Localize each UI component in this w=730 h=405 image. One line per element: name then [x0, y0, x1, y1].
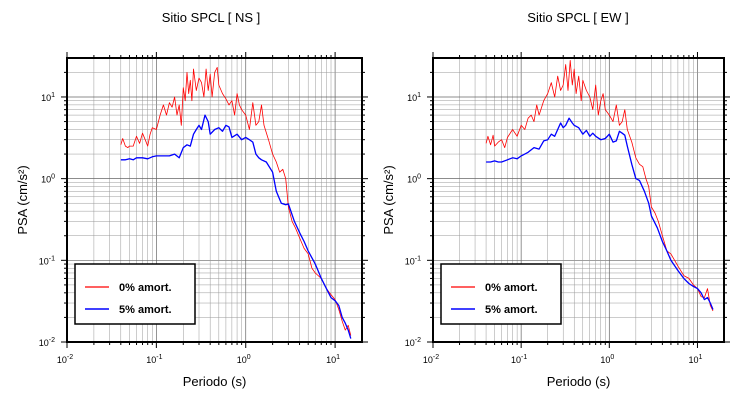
series-line-red	[120, 67, 352, 336]
plot-frame	[66, 57, 363, 343]
y-tick-label: 100	[407, 174, 421, 185]
y-tick-label: 101	[407, 92, 421, 103]
chart-title: Sitio SPCL [ NS ]	[162, 10, 261, 25]
x-tick-label: 101	[326, 354, 340, 365]
legend: 0% amort. 5% amort.	[440, 263, 562, 325]
legend: 0% amort. 5% amort.	[74, 263, 196, 325]
legend-label: 5% amort.	[485, 304, 538, 316]
x-axis-label: Periodo (s)	[183, 374, 247, 389]
x-tick-label: 101	[689, 354, 703, 365]
chart-panel-1: Sitio SPCL [ NS ] 10-2 10-1 100 101 10-2 10-1 1…	[15, 10, 368, 389]
tick-marks	[427, 52, 730, 348]
legend-box	[74, 263, 196, 325]
chart-panel-2: Sitio SPCL [ EW ] 10-2 10-1 100 101 10-2 10-1 1…	[381, 10, 730, 389]
x-tick-label: 100	[600, 354, 614, 365]
x-tick-label: 10-1	[146, 354, 162, 365]
legend-label: 0% amort.	[119, 282, 172, 294]
y-tick-label: 10-2	[39, 337, 55, 348]
y-axis-label: PSA (cm/s²)	[381, 165, 396, 234]
y-tick-label: 100	[41, 174, 55, 185]
plot-frame	[432, 57, 725, 343]
y-tick-label: 10-1	[39, 255, 55, 266]
chart-title: Sitio SPCL [ EW ]	[527, 10, 628, 25]
tick-marks	[61, 52, 368, 348]
y-tick-label: 101	[41, 92, 55, 103]
y-tick-label: 10-2	[405, 337, 421, 348]
legend-box	[440, 263, 562, 325]
y-axis-label: PSA (cm/s²)	[15, 165, 30, 234]
x-axis-label: Periodo (s)	[547, 374, 611, 389]
x-tick-label: 10-1	[511, 354, 527, 365]
x-tick-label: 10-2	[57, 354, 73, 365]
y-tick-label: 10-1	[405, 255, 421, 266]
x-tick-label: 10-2	[423, 354, 439, 365]
legend-label: 0% amort.	[485, 282, 538, 294]
series-line-blue	[120, 114, 352, 339]
legend-label: 5% amort.	[119, 304, 172, 316]
series-line-blue	[486, 117, 714, 310]
x-tick-label: 100	[237, 354, 251, 365]
